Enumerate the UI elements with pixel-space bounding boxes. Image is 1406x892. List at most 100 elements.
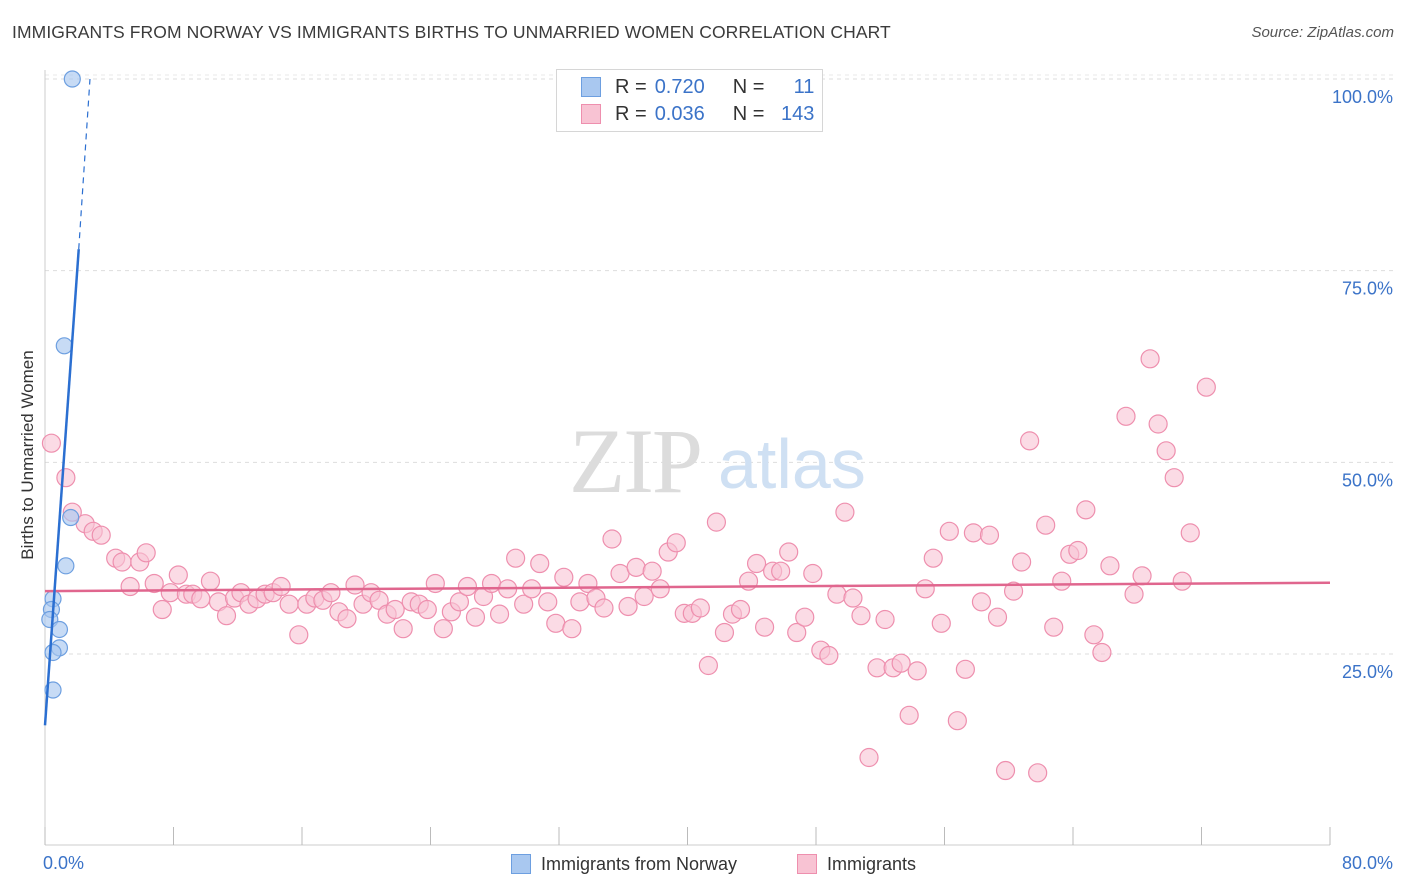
immigrants-point: [642, 561, 662, 581]
immigrants-point: [41, 433, 62, 453]
immigrants-point: [714, 622, 735, 643]
immigrants-point: [337, 609, 357, 629]
immigrants-point: [602, 529, 622, 549]
immigrants-point: [843, 588, 863, 608]
immigrants-point: [827, 584, 847, 604]
legend-row-norway: R = 0.720 N = 11: [581, 75, 814, 99]
immigrants-point: [489, 604, 510, 624]
legend-item-norway[interactable]: Immigrants from Norway: [511, 852, 737, 876]
legend-r-label: R =: [615, 102, 647, 125]
norway-points: [41, 70, 81, 699]
immigrants-point: [955, 659, 975, 679]
immigrants-point: [867, 658, 887, 678]
immigrants-point: [987, 607, 1008, 627]
immigrants-point: [1044, 617, 1064, 637]
immigrants-point: [698, 655, 718, 676]
immigrants-point: [216, 606, 237, 626]
immigrants-point: [891, 653, 911, 673]
immigrants-point: [971, 592, 992, 612]
immigrants-point: [271, 576, 291, 597]
immigrants-point: [554, 567, 574, 587]
legend-swatch-immigrants: [581, 104, 601, 124]
immigrants-point: [279, 594, 299, 614]
legend-label-norway: Immigrants from Norway: [541, 853, 738, 874]
watermark-atlas: atlas: [718, 425, 866, 503]
immigrants-point: [610, 563, 630, 584]
immigrants-point: [417, 599, 437, 620]
immigrants-point: [995, 760, 1016, 781]
immigrants-point: [120, 576, 140, 597]
immigrants-point: [1124, 584, 1144, 604]
legend-r-value: 0.036: [654, 102, 705, 125]
norway-trend-line: [43, 249, 80, 726]
immigrants-point: [594, 598, 614, 618]
immigrants-point: [931, 613, 951, 633]
immigrants-point: [56, 468, 76, 488]
immigrants-point: [1196, 377, 1216, 397]
immigrants-point: [393, 619, 413, 639]
tick-labels: 25.0% 50.0% 75.0% 100.0% 0.0% 80.0%: [43, 87, 1393, 873]
immigrants-point: [168, 565, 188, 585]
immigrants-point: [754, 617, 775, 637]
immigrants-points: [41, 349, 1216, 783]
immigrants-point: [152, 599, 172, 620]
immigrants-point: [289, 625, 309, 645]
legend-swatch-norway: [511, 854, 531, 874]
immigrants-point: [690, 598, 710, 618]
y-tick-label: 100.0%: [1332, 87, 1393, 107]
immigrants-trend-line: [44, 581, 1331, 593]
correlation-legend: R = 0.720 N = 11 R = 0.036 N = 143: [556, 69, 823, 132]
immigrants-point: [1116, 406, 1136, 426]
immigrants-point: [1036, 515, 1056, 535]
immigrants-point: [730, 599, 751, 620]
immigrants-point: [385, 599, 405, 620]
immigrants-point: [457, 576, 478, 597]
immigrants-point: [859, 747, 879, 768]
immigrants-point: [1068, 540, 1088, 561]
y-tick-label: 50.0%: [1342, 470, 1393, 490]
immigrants-point: [939, 521, 959, 541]
immigrants-point: [345, 575, 365, 595]
legend-item-immigrants[interactable]: Immigrants: [797, 852, 916, 876]
immigrants-point: [1028, 763, 1048, 783]
immigrants-point: [191, 589, 211, 609]
immigrants-point: [907, 661, 927, 681]
immigrants-point: [1011, 552, 1032, 572]
immigrants-point: [779, 542, 799, 562]
immigrants-point: [530, 553, 550, 574]
immigrants-point: [899, 705, 919, 725]
legend-r-value: 0.720: [654, 75, 705, 98]
watermark-zip: ZIP: [569, 410, 701, 512]
immigrants-point: [979, 525, 1000, 545]
immigrants-point: [91, 525, 111, 545]
immigrants-point: [618, 596, 638, 617]
immigrants-point: [746, 553, 767, 574]
immigrants-point: [1100, 556, 1120, 576]
immigrants-point: [1020, 431, 1040, 451]
immigrants-point: [514, 594, 534, 614]
immigrants-point: [771, 561, 791, 581]
immigrants-point: [321, 583, 341, 603]
immigrants-point: [506, 548, 526, 568]
immigrants-point: [634, 586, 654, 607]
immigrants-point: [433, 619, 453, 639]
norway-point: [50, 620, 69, 639]
y-tick-label: 75.0%: [1342, 279, 1393, 299]
immigrants-point: [795, 607, 815, 627]
immigrants-point: [1076, 500, 1096, 520]
norway-point: [55, 337, 73, 355]
legend-r-label: R =: [615, 75, 647, 98]
norway-point: [44, 643, 62, 662]
immigrants-point: [546, 613, 566, 633]
immigrants-point: [915, 579, 935, 599]
legend-label-immigrants: Immigrants: [827, 853, 917, 874]
immigrants-point: [200, 571, 221, 591]
immigrants-point: [1156, 441, 1176, 461]
x-tick-label-max: 80.0%: [1342, 853, 1393, 873]
immigrants-point: [160, 583, 180, 603]
immigrants-point: [787, 622, 807, 643]
immigrants-point: [481, 573, 502, 594]
gridlines: [45, 74, 1393, 655]
legend-n-label: N =: [732, 75, 765, 98]
